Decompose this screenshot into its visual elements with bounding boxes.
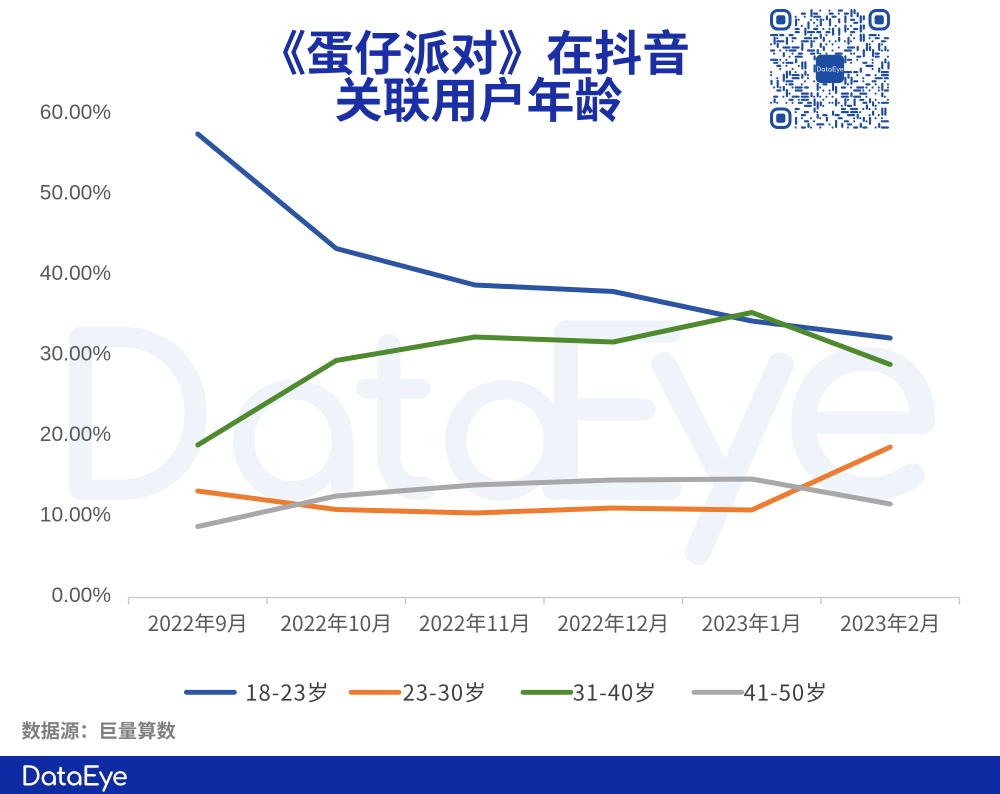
svg-text:30.00%: 30.00%	[40, 343, 111, 366]
svg-text:50.00%: 50.00%	[40, 182, 111, 205]
svg-text:10.00%: 10.00%	[40, 504, 111, 527]
svg-text:20.00%: 20.00%	[40, 423, 111, 446]
svg-text:40.00%: 40.00%	[40, 262, 111, 285]
svg-text:60.00%: 60.00%	[40, 101, 111, 124]
svg-text:0.00%: 0.00%	[51, 584, 111, 607]
